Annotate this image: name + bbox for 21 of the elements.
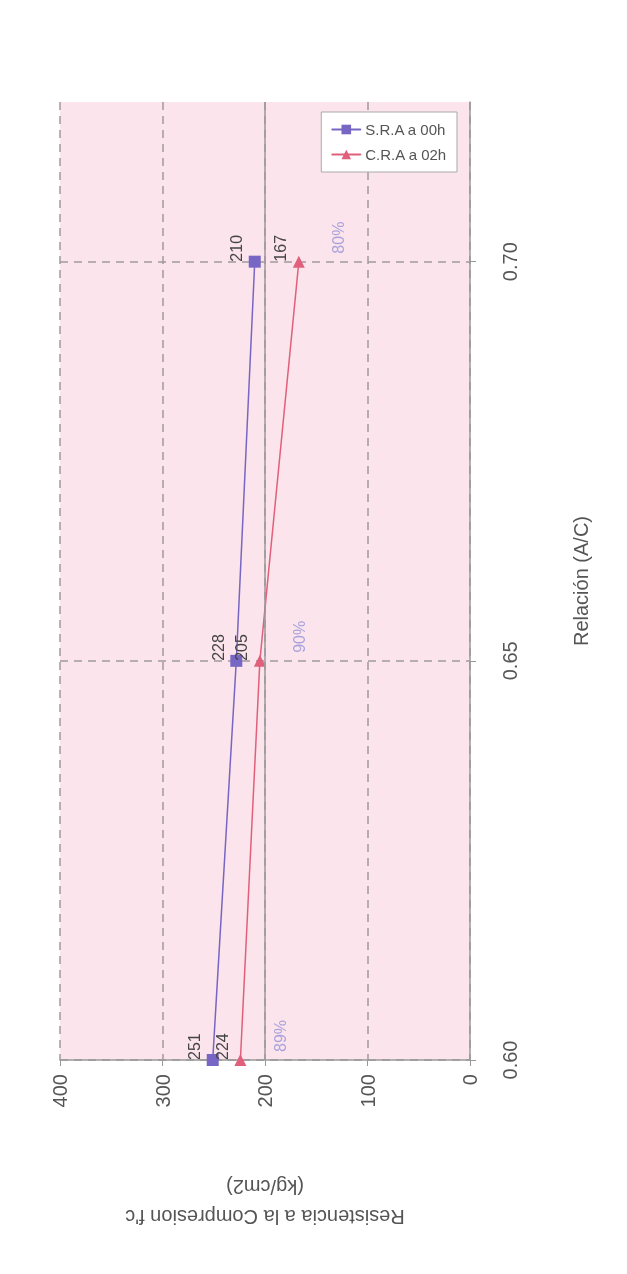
- data-label: 210: [228, 234, 246, 262]
- annotation: 89%: [271, 1019, 289, 1052]
- data-label: 228: [209, 634, 227, 661]
- y-tick-label: 0.65: [499, 641, 521, 681]
- annotation: 90%: [291, 620, 309, 653]
- x-tick-label: 300: [151, 1074, 174, 1108]
- data-label: 205: [233, 634, 251, 661]
- data-label: 224: [213, 1033, 231, 1060]
- data-label: 167: [272, 234, 290, 262]
- x-tick-label: 200: [254, 1074, 276, 1108]
- x-tick-label: 0: [459, 1074, 481, 1086]
- data-label: 251: [186, 1033, 204, 1060]
- x-tick-label: 400: [49, 1074, 71, 1108]
- y-tick-label: 0.60: [499, 1040, 521, 1080]
- legend-label: S.R.A a 00h: [365, 121, 446, 138]
- legend-label: C.R.A a 02h: [365, 146, 447, 163]
- y-axis-title: Relación (A/C): [570, 515, 592, 647]
- annotation: 80%: [330, 221, 348, 254]
- x-tick-label: 100: [356, 1074, 379, 1108]
- x-axis-title: Resistencia a la Compresion f'c (kg/cm2): [125, 1176, 405, 1228]
- y-tick-label: 0.70: [499, 242, 521, 282]
